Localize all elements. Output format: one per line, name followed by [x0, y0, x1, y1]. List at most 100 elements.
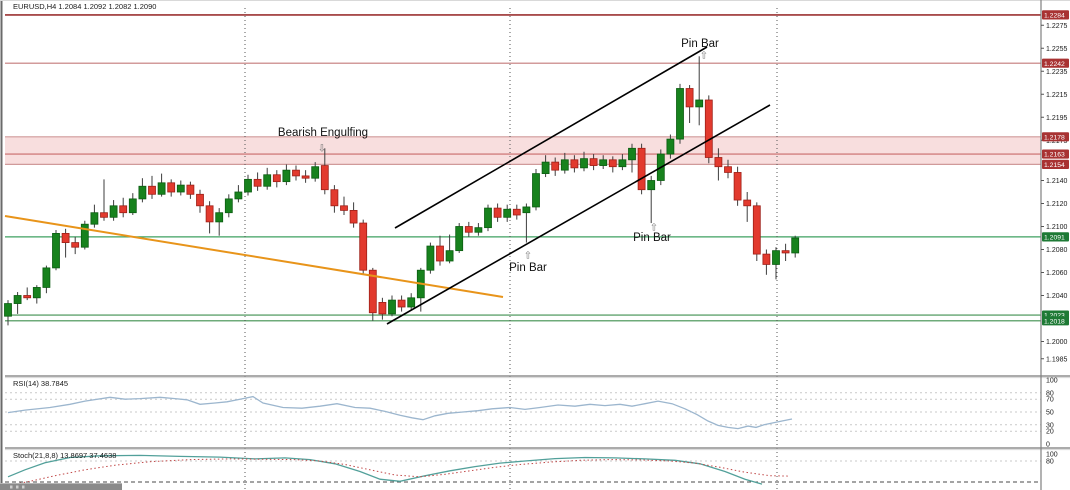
candle-bear — [733, 172, 742, 201]
candle-bear — [608, 159, 617, 168]
candle-bear — [196, 193, 204, 207]
candle-bear — [205, 205, 214, 223]
candle-bear — [762, 253, 771, 265]
candle-bear — [71, 242, 80, 248]
candle-bear — [186, 184, 195, 195]
candle-bear — [330, 189, 339, 207]
candle-bull — [599, 159, 608, 166]
candle-bear — [685, 88, 694, 108]
stoch-d-line — [7, 458, 789, 486]
rsi-axis-label: 100 — [1046, 378, 1058, 385]
downtrend-orange[interactable] — [4, 215, 504, 298]
candle-bull — [215, 212, 224, 223]
candle-bull — [560, 159, 569, 171]
annotation-text-4[interactable]: Pin Bar — [509, 262, 547, 274]
price-badge-green-text: 1.2091 — [1044, 234, 1065, 241]
price-badge-red-text: 1.2163 — [1044, 152, 1065, 159]
candle-bear — [637, 147, 646, 191]
price-badge-red-text: 1.2178 — [1044, 134, 1065, 141]
candle-bull — [32, 287, 41, 299]
candle-bull — [791, 237, 800, 254]
candle-bull — [52, 232, 60, 269]
rsi-axis-label: 70 — [1046, 397, 1054, 404]
candle-bull — [42, 267, 51, 288]
candle-bear — [349, 209, 358, 224]
candle-bull — [176, 184, 185, 193]
candle-bull — [426, 245, 435, 271]
candle-bull — [244, 178, 252, 193]
resistance-zone[interactable] — [5, 136, 1041, 165]
candle-bear — [493, 207, 502, 218]
candle-bull — [109, 205, 118, 218]
candle-bear — [436, 245, 444, 262]
annotation-text-3[interactable]: Pin Bar — [633, 232, 671, 244]
uptrend-lower[interactable] — [386, 104, 771, 325]
price-axis-label: 1.2255 — [1046, 46, 1068, 53]
price-axis-label: 1.2120 — [1046, 201, 1068, 208]
candle-bear — [301, 175, 310, 179]
candle-bull — [311, 166, 320, 179]
price-badge-green-text: 1.2023 — [1044, 313, 1065, 320]
price-badge-red-text: 1.2284 — [1044, 13, 1065, 20]
rsi-line — [7, 395, 793, 430]
rsi-axis-label: 30 — [1046, 422, 1054, 429]
candle-bear — [320, 165, 329, 191]
candle-bear — [512, 208, 521, 216]
price-axis-label: 1.2100 — [1046, 224, 1068, 231]
price-badge-red — [1042, 159, 1069, 169]
taskbar-icon[interactable] — [22, 485, 25, 489]
candle-bull — [234, 191, 243, 200]
price-badge-red — [1042, 10, 1069, 20]
candle-bull — [522, 206, 531, 214]
candle-bull — [224, 198, 233, 214]
candle-bull — [628, 147, 636, 161]
candle-bear — [272, 174, 281, 183]
price-badge-red — [1042, 149, 1069, 159]
candle-bull — [532, 173, 540, 208]
taskbar-icon[interactable] — [10, 485, 13, 489]
rsi-axis-label: 50 — [1046, 410, 1054, 417]
symbol-ohlc-title: EURUSD,H4 1.2084 1.2092 1.2082 1.2090 — [13, 2, 157, 11]
candle-bear — [589, 158, 598, 166]
taskbar-icon[interactable] — [16, 485, 19, 489]
price-axis-label: 1.2195 — [1046, 115, 1068, 122]
price-axis-label: 1.1985 — [1046, 356, 1068, 363]
price-badge-green — [1042, 232, 1069, 242]
candle-bear — [378, 301, 387, 315]
candle-bull — [484, 207, 492, 229]
uptrend-upper[interactable] — [394, 46, 708, 229]
price-axis-label: 1.2080 — [1046, 247, 1068, 254]
annotation-text-2[interactable]: Bearish Engulfing — [278, 127, 368, 139]
candle-bull — [445, 250, 454, 262]
price-axis-label: 1.2235 — [1046, 69, 1068, 76]
candle-bull — [90, 212, 99, 225]
price-badge-red — [1042, 132, 1069, 142]
price-axis-label: 1.2275 — [1046, 23, 1068, 30]
candle-bull — [541, 161, 550, 175]
price-axis-label: 1.2040 — [1046, 293, 1068, 300]
candle-bear — [704, 99, 713, 158]
candle-bull — [80, 223, 89, 248]
candle-bear — [724, 166, 732, 173]
candle-bull — [128, 198, 137, 214]
taskbar-fragment[interactable] — [0, 483, 122, 490]
candle-bear — [167, 182, 176, 193]
rsi-axis-label: 80 — [1046, 390, 1054, 397]
annotation-arrow-up: ⇧ — [650, 223, 658, 234]
candle-bear — [23, 295, 32, 299]
price-axis-label: 1.2215 — [1046, 92, 1068, 99]
annotation-text-1[interactable]: Pin Bar — [681, 38, 719, 50]
candle-bear — [570, 159, 579, 169]
price-badge-green — [1042, 316, 1069, 326]
candle-bull — [138, 185, 147, 200]
candle-bull — [647, 180, 656, 191]
candle-bear — [368, 269, 377, 314]
rsi-indicator-label: RSI(14) 38.7845 — [13, 379, 69, 388]
rsi-axis-label: 20 — [1046, 429, 1054, 436]
candle-bull — [503, 208, 512, 218]
price-axis-label: 1.2060 — [1046, 270, 1068, 277]
price-badge-red — [1042, 58, 1069, 68]
